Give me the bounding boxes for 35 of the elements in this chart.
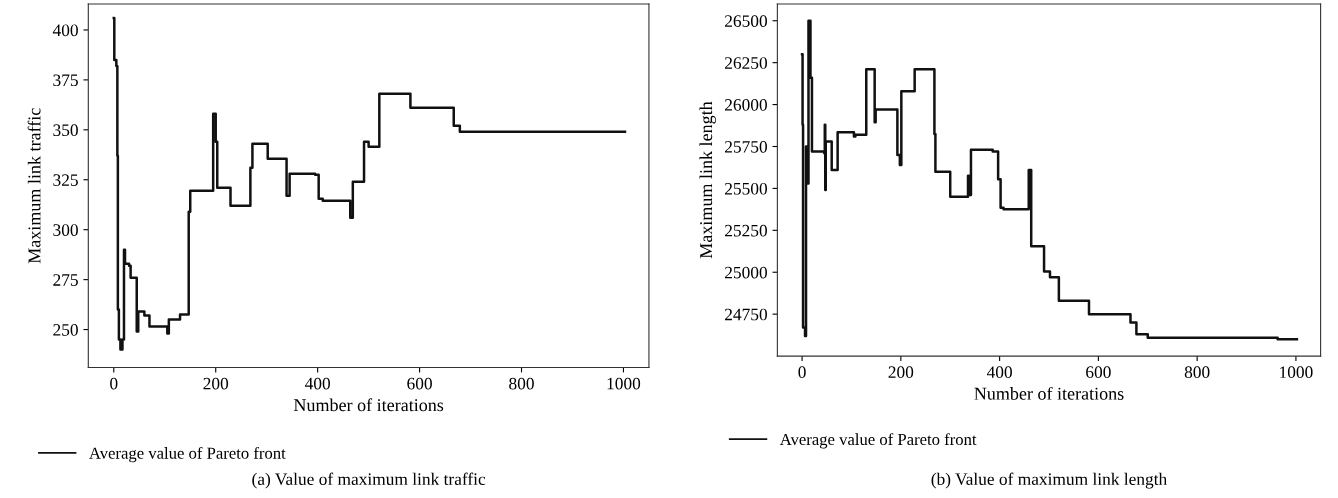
legend-label: Average value of Pareto front <box>89 446 286 463</box>
y-tick-label: 375 <box>53 74 78 87</box>
y-axis-title: Maximum link traffic <box>27 108 41 264</box>
y-tick-label: 25000 <box>725 266 767 279</box>
y-tick-label: 25500 <box>725 182 767 195</box>
y-tick-label: 25250 <box>725 224 767 237</box>
x-tick-label: 200 <box>888 366 914 379</box>
y-tick-label: 325 <box>53 174 78 186</box>
y-tick-label: 24750 <box>725 308 767 321</box>
x-tick-label: 1000 <box>607 377 641 390</box>
x-tick-label: 200 <box>203 377 229 390</box>
x-tick-label: 800 <box>1184 366 1210 379</box>
legend-label: Average value of Pareto front <box>779 433 977 449</box>
y-tick-label: 26000 <box>725 99 767 111</box>
x-axis-title: Number of iterations <box>293 398 444 412</box>
x-tick-label: 800 <box>509 377 534 390</box>
y-tick-label: 350 <box>53 124 78 137</box>
y-tick-label: 25750 <box>725 140 767 153</box>
y-tick-label: 250 <box>53 324 78 336</box>
x-tick-label: 400 <box>986 366 1012 379</box>
y-tick-label: 26250 <box>725 57 767 69</box>
text: (b) Value of maximum link length <box>931 472 1167 489</box>
x-tick-label: 400 <box>304 377 331 390</box>
y-axis-title: Maximum link length <box>699 101 716 259</box>
y-tick-label: 300 <box>53 224 78 236</box>
text: (a) Value of maximum link traffic <box>252 472 486 489</box>
y-tick-label: 26500 <box>725 15 767 27</box>
x-axis-title: Number of iterations <box>974 386 1124 400</box>
x-tick-label: 600 <box>407 377 432 390</box>
x-tick-label: 1000 <box>1280 366 1313 379</box>
x-tick-label: 0 <box>110 377 118 390</box>
x-tick-label: 600 <box>1086 366 1111 379</box>
y-tick-label: 275 <box>53 274 78 286</box>
x-tick-label: 0 <box>798 366 806 379</box>
y-tick-label: 400 <box>52 24 78 37</box>
